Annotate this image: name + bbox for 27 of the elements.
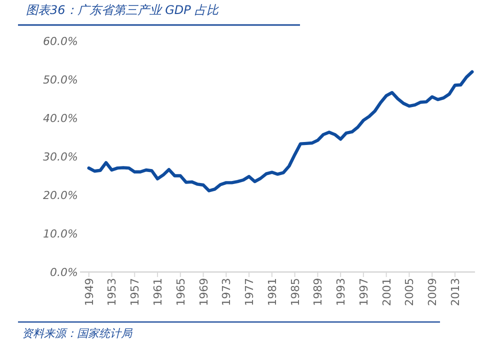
y-tick-label: 60.0% xyxy=(43,35,78,48)
x-tick-label: 1949 xyxy=(82,278,96,306)
x-tick-label: 1989 xyxy=(312,278,325,306)
chart-title: 图表36：广东省第三产业 GDP 占比 xyxy=(26,3,220,17)
x-tick-label: 1957 xyxy=(128,278,142,306)
x-tick-label: 1965 xyxy=(174,278,188,306)
x-tick-label: 1953 xyxy=(106,278,119,306)
x-tick-label: 2001 xyxy=(380,278,394,306)
x-tick-label: 1997 xyxy=(357,278,370,306)
line-series xyxy=(87,70,474,192)
x-tick-label: 1977 xyxy=(243,278,256,306)
x-tick-label: 1969 xyxy=(197,278,210,306)
y-tick-label: 0.0% xyxy=(50,266,78,279)
y-tick-label: 30.0% xyxy=(43,150,78,164)
x-tick-label: 2013 xyxy=(448,278,462,306)
text: 资料来源：国家统计局 xyxy=(22,327,133,340)
x-tick-label: 1973 xyxy=(220,278,234,306)
x-tick-label: 1985 xyxy=(288,278,302,306)
y-tick-label: 10.0% xyxy=(43,228,78,240)
y-tick-label: 40.0% xyxy=(43,112,78,125)
x-tick-label: 1981 xyxy=(266,278,279,306)
y-tick-label: 50.0% xyxy=(43,74,78,86)
x-tick-label: 2005 xyxy=(403,278,416,306)
y-tick-label: 20.0% xyxy=(43,189,78,202)
x-tick-label: 2009 xyxy=(426,278,440,306)
x-tick-label: 1961 xyxy=(152,278,165,306)
x-tick-label: 1993 xyxy=(334,278,348,306)
